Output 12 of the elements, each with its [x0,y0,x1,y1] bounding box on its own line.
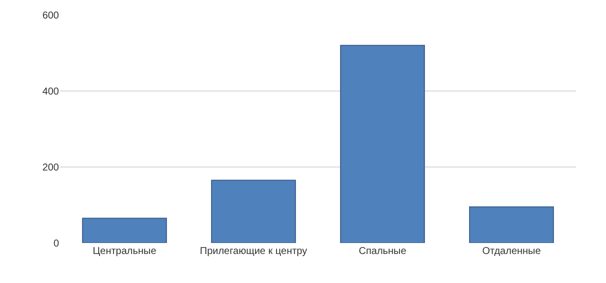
y-tick-label: 600 [42,10,60,22]
bar [340,44,425,243]
y-tick-label: 400 [42,86,60,98]
bar [82,218,167,243]
y-tick-label: 200 [42,162,60,174]
bar [211,180,296,243]
x-tick-label: Отдаленные [482,246,542,257]
x-tick-label: Прилегающие к центру [200,246,308,257]
bar [469,206,554,243]
y-tick-label: 0 [53,238,60,250]
x-tick-label: Спальные [358,246,407,257]
x-tick-label: Центральные [92,246,157,257]
